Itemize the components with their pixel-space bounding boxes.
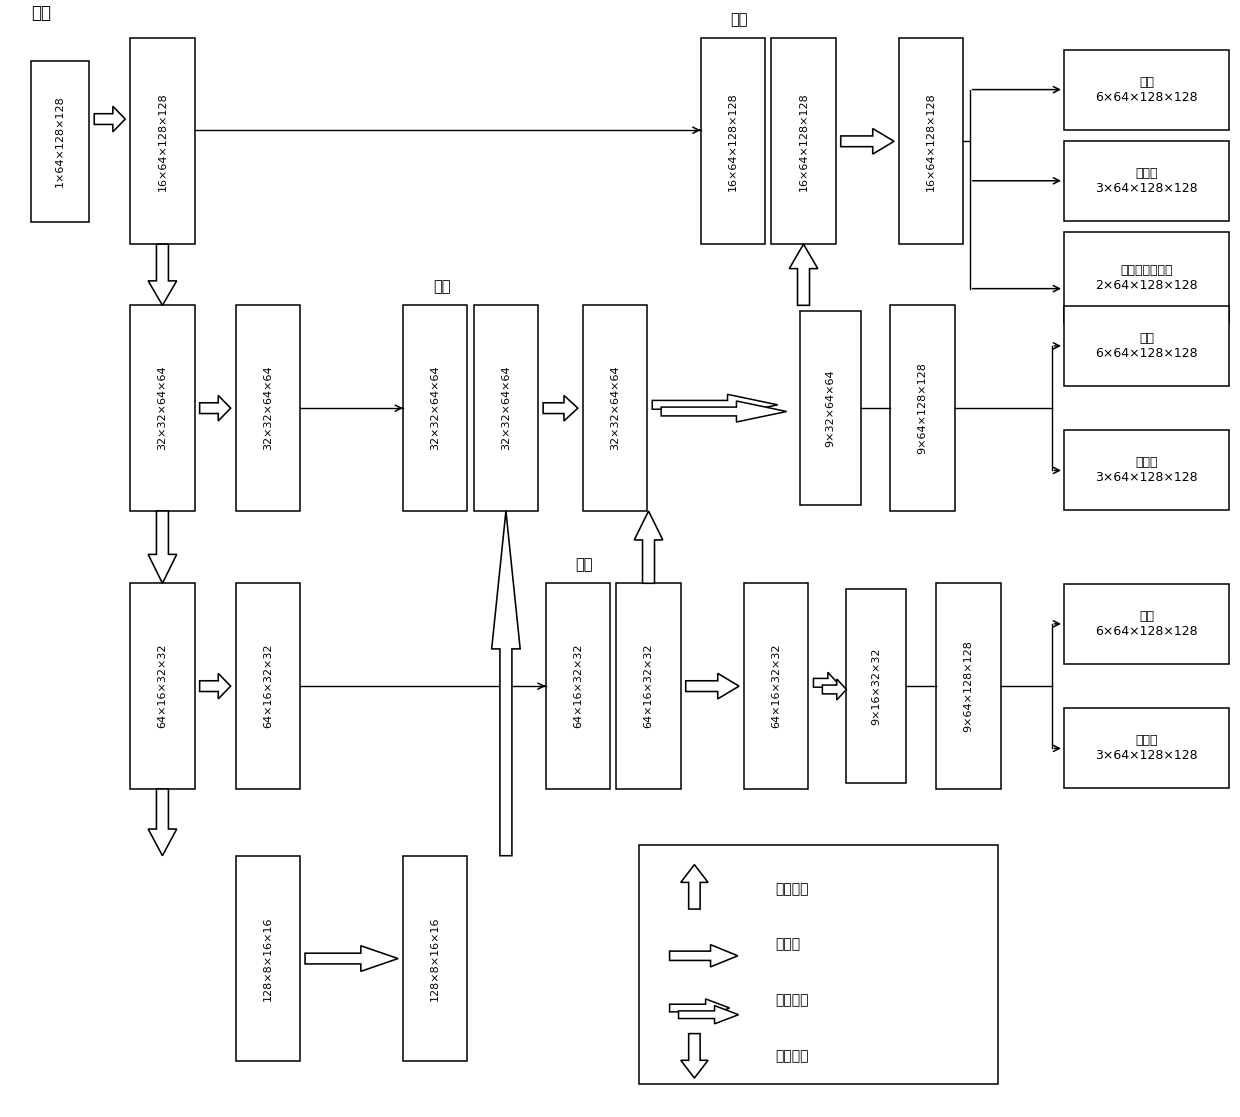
Polygon shape xyxy=(822,679,847,700)
Text: 肺叶
6×64×128×128: 肺叶 6×64×128×128 xyxy=(1095,610,1198,638)
Text: 肺叶
6×64×128×128: 肺叶 6×64×128×128 xyxy=(1095,76,1198,104)
FancyBboxPatch shape xyxy=(403,305,467,510)
Text: 16×64×128×128: 16×64×128×128 xyxy=(799,92,808,191)
FancyBboxPatch shape xyxy=(899,38,963,245)
Polygon shape xyxy=(661,401,786,422)
Text: 左右肺
3×64×128×128: 左右肺 3×64×128×128 xyxy=(1095,457,1198,485)
FancyBboxPatch shape xyxy=(236,305,300,510)
Text: 反卷积层: 反卷积层 xyxy=(775,882,808,896)
Polygon shape xyxy=(149,789,177,856)
FancyBboxPatch shape xyxy=(1064,306,1229,386)
FancyBboxPatch shape xyxy=(474,305,538,510)
FancyBboxPatch shape xyxy=(403,856,467,1061)
Polygon shape xyxy=(813,672,837,694)
FancyBboxPatch shape xyxy=(1064,584,1229,663)
Text: 16×64×128×128: 16×64×128×128 xyxy=(728,92,738,191)
Text: 肺裂及胺边界：
2×64×128×128: 肺裂及胺边界： 2×64×128×128 xyxy=(1095,264,1198,292)
FancyBboxPatch shape xyxy=(744,583,808,789)
Text: 上采样层: 上采样层 xyxy=(775,993,808,1008)
Polygon shape xyxy=(841,128,894,154)
FancyBboxPatch shape xyxy=(846,589,906,783)
Polygon shape xyxy=(686,674,739,699)
Text: 左右肺
3×64×128×128: 左右肺 3×64×128×128 xyxy=(1095,734,1198,763)
Text: 32×32×64×64: 32×32×64×64 xyxy=(610,366,620,450)
Polygon shape xyxy=(200,395,231,421)
FancyBboxPatch shape xyxy=(130,305,195,510)
FancyBboxPatch shape xyxy=(771,38,836,245)
FancyBboxPatch shape xyxy=(1064,49,1229,130)
FancyBboxPatch shape xyxy=(130,38,195,245)
Polygon shape xyxy=(652,394,777,416)
FancyBboxPatch shape xyxy=(583,305,647,510)
Polygon shape xyxy=(149,245,177,305)
Text: 64×16×32×32: 64×16×32×32 xyxy=(771,643,781,728)
FancyBboxPatch shape xyxy=(800,311,861,506)
FancyBboxPatch shape xyxy=(546,583,610,789)
Text: 16×64×128×128: 16×64×128×128 xyxy=(157,92,167,191)
FancyBboxPatch shape xyxy=(701,38,765,245)
Text: 128×8×16×16: 128×8×16×16 xyxy=(430,916,440,1001)
FancyBboxPatch shape xyxy=(936,583,1001,789)
Text: 肺叶
6×64×128×128: 肺叶 6×64×128×128 xyxy=(1095,332,1198,360)
Text: 1×64×128×128: 1×64×128×128 xyxy=(55,95,66,188)
FancyBboxPatch shape xyxy=(1064,430,1229,510)
Text: 拼接: 拼接 xyxy=(575,557,593,572)
Text: 9×16×32×32: 9×16×32×32 xyxy=(870,648,882,725)
FancyBboxPatch shape xyxy=(1064,708,1229,789)
Text: 32×32×64×64: 32×32×64×64 xyxy=(263,366,273,450)
Polygon shape xyxy=(543,395,578,421)
Text: 9×32×64×64: 9×32×64×64 xyxy=(825,370,836,447)
Polygon shape xyxy=(305,946,398,972)
Polygon shape xyxy=(635,510,662,583)
FancyBboxPatch shape xyxy=(130,583,195,789)
Text: 64×16×32×32: 64×16×32×32 xyxy=(644,643,653,728)
FancyBboxPatch shape xyxy=(236,583,300,789)
Text: 左右肺
3×64×128×128: 左右肺 3×64×128×128 xyxy=(1095,166,1198,194)
Text: 64×16×32×32: 64×16×32×32 xyxy=(263,643,273,728)
Text: 输入: 输入 xyxy=(31,3,51,21)
Text: 卷积层: 卷积层 xyxy=(775,937,800,952)
FancyBboxPatch shape xyxy=(236,856,300,1061)
Polygon shape xyxy=(94,106,125,132)
FancyBboxPatch shape xyxy=(639,844,998,1083)
Polygon shape xyxy=(200,674,231,699)
FancyBboxPatch shape xyxy=(616,583,681,789)
Polygon shape xyxy=(670,999,729,1018)
Polygon shape xyxy=(681,1033,708,1078)
Text: 64×16×32×32: 64×16×32×32 xyxy=(157,643,167,728)
Polygon shape xyxy=(491,510,521,856)
Polygon shape xyxy=(678,1005,739,1024)
Text: 拼接: 拼接 xyxy=(433,279,450,294)
Text: 32×32×64×64: 32×32×64×64 xyxy=(501,366,511,450)
Polygon shape xyxy=(149,510,177,583)
FancyBboxPatch shape xyxy=(890,305,955,510)
Text: 128×8×16×16: 128×8×16×16 xyxy=(263,916,273,1001)
Polygon shape xyxy=(670,945,738,967)
Text: 拼接: 拼接 xyxy=(730,12,748,27)
FancyBboxPatch shape xyxy=(1064,141,1229,221)
FancyBboxPatch shape xyxy=(1064,232,1229,323)
Text: 9×64×128×128: 9×64×128×128 xyxy=(963,640,973,732)
Text: 32×32×64×64: 32×32×64×64 xyxy=(430,366,440,450)
Polygon shape xyxy=(790,245,818,305)
Text: 下采样层: 下采样层 xyxy=(775,1049,808,1063)
Text: 64×16×32×32: 64×16×32×32 xyxy=(573,643,583,728)
Text: 16×64×128×128: 16×64×128×128 xyxy=(926,92,936,191)
Text: 9×64×128×128: 9×64×128×128 xyxy=(918,362,928,455)
Polygon shape xyxy=(681,865,708,909)
FancyBboxPatch shape xyxy=(31,60,89,222)
Text: 32×32×64×64: 32×32×64×64 xyxy=(157,366,167,450)
